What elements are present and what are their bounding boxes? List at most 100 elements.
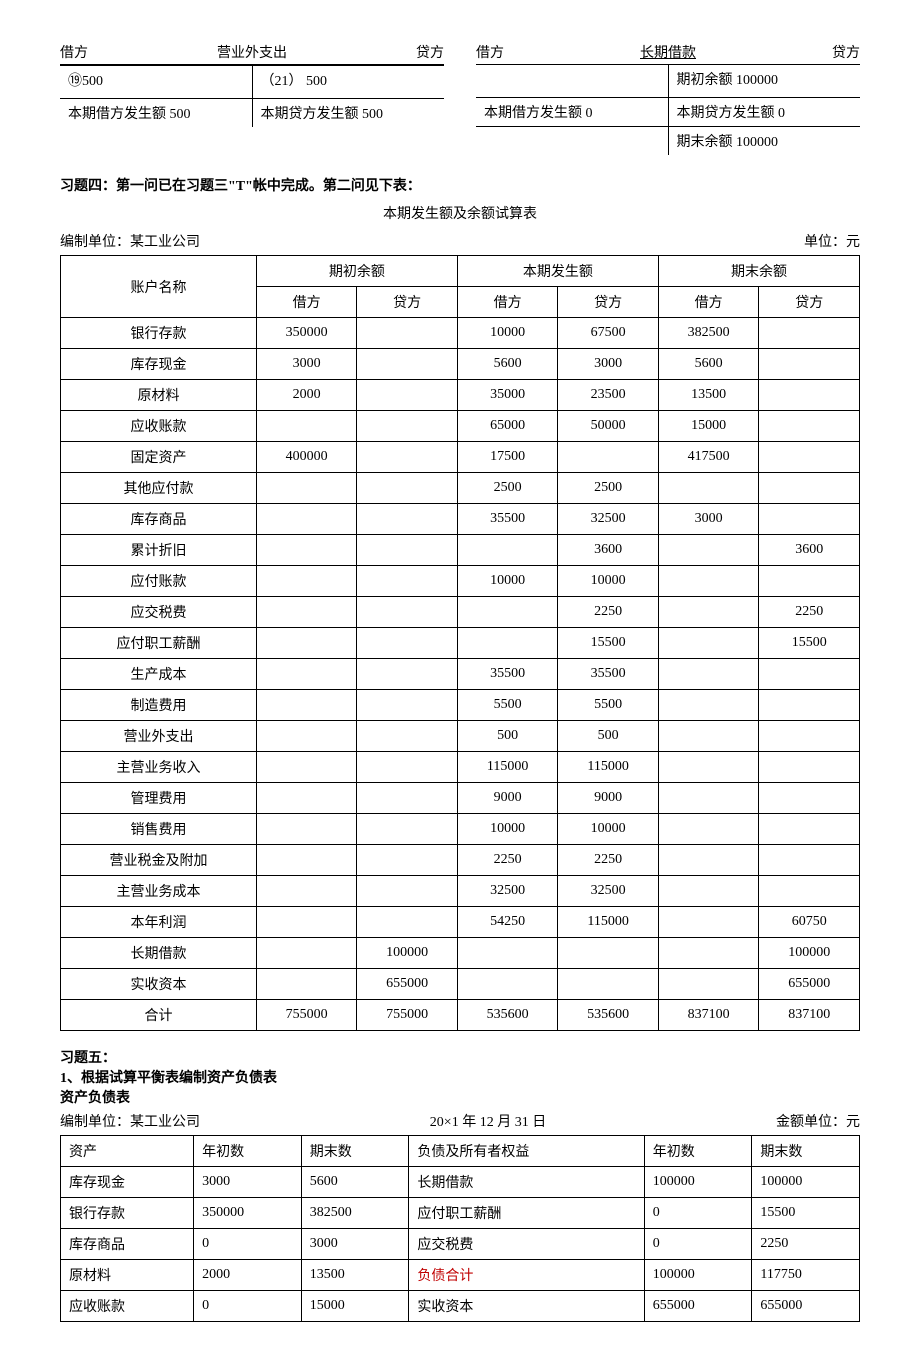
table-cell: [357, 442, 458, 473]
table-cell: [658, 566, 759, 597]
th-period-credit: 贷方: [558, 287, 659, 318]
table-cell: [759, 814, 860, 845]
table-cell: 5500: [558, 690, 659, 721]
table-cell: 主营业务收入: [61, 752, 257, 783]
t-account-left: 借方 营业外支出 贷方 ⑲500 （21） 500 本期借方发生额 500 本期…: [60, 40, 444, 155]
t-right-row2-right: 本期贷方发生额 0: [669, 98, 861, 126]
table-cell: [256, 597, 357, 628]
table-cell: [658, 876, 759, 907]
table-cell: [658, 597, 759, 628]
table-cell: [457, 628, 558, 659]
table-cell: 535600: [558, 1000, 659, 1031]
table-cell: [658, 659, 759, 690]
bs-th-asset: 资产: [61, 1136, 194, 1167]
table-cell: 0: [644, 1229, 752, 1260]
table-cell: 65000: [457, 411, 558, 442]
table-cell: 0: [644, 1198, 752, 1229]
table-cell: 3600: [759, 535, 860, 566]
table-cell: 3000: [658, 504, 759, 535]
table-row: 主营业务成本3250032500: [61, 876, 860, 907]
table-cell: 制造费用: [61, 690, 257, 721]
table-cell: 库存商品: [61, 504, 257, 535]
table-cell: 35000: [457, 380, 558, 411]
table-row: 原材料200013500负债合计100000117750: [61, 1260, 860, 1291]
table-cell: [357, 814, 458, 845]
table-cell: 银行存款: [61, 1198, 194, 1229]
exercise5-unit: 金额单位：元: [776, 1111, 860, 1131]
table-cell: [658, 845, 759, 876]
table-cell: 0: [194, 1291, 302, 1322]
table-cell: 9000: [558, 783, 659, 814]
table-cell: 35500: [558, 659, 659, 690]
th-begin: 期初余额: [256, 256, 457, 287]
table-cell: 2250: [558, 845, 659, 876]
th-end: 期末余额: [658, 256, 859, 287]
table-cell: [457, 535, 558, 566]
table-cell: 3000: [256, 349, 357, 380]
table-cell: 本年利润: [61, 907, 257, 938]
table-row: 银行存款3500001000067500382500: [61, 318, 860, 349]
table-cell: [759, 380, 860, 411]
table-cell: 营业税金及附加: [61, 845, 257, 876]
table-cell: 115000: [558, 752, 659, 783]
table-cell: 100000: [759, 938, 860, 969]
table-cell: 54250: [457, 907, 558, 938]
bs-th-liab: 负债及所有者权益: [409, 1136, 644, 1167]
table-cell: 10000: [457, 318, 558, 349]
table-cell: 100000: [357, 938, 458, 969]
table-cell: 15500: [558, 628, 659, 659]
table-cell: 银行存款: [61, 318, 257, 349]
t-left-entry-credit: （21） 500: [253, 66, 445, 98]
table-cell: 755000: [256, 1000, 357, 1031]
table-cell: 535600: [457, 1000, 558, 1031]
table-row: 销售费用1000010000: [61, 814, 860, 845]
table-cell: [256, 566, 357, 597]
table-cell: 9000: [457, 783, 558, 814]
table-cell: [457, 938, 558, 969]
table-cell: [357, 845, 458, 876]
table-row: 银行存款350000382500应付职工薪酬015500: [61, 1198, 860, 1229]
t-left-credit-label: 贷方: [316, 42, 444, 62]
table-cell: [658, 535, 759, 566]
t-right-debit-label: 借方: [476, 42, 604, 62]
th-begin-debit: 借方: [256, 287, 357, 318]
table-cell: 原材料: [61, 380, 257, 411]
table-cell: [558, 969, 659, 1000]
table-row: 库存商品35500325003000: [61, 504, 860, 535]
t-account-right: 借方 长期借款 贷方 期初余额 100000 本期借方发生额 0 本期贷方发生额…: [476, 40, 860, 155]
t-accounts-section: 借方 营业外支出 贷方 ⑲500 （21） 500 本期借方发生额 500 本期…: [60, 40, 860, 155]
table-cell: [357, 659, 458, 690]
table-cell: 350000: [194, 1198, 302, 1229]
t-right-row3-left: [476, 127, 669, 155]
table-cell: 100000: [644, 1167, 752, 1198]
table-cell: 2250: [752, 1229, 860, 1260]
table-cell: [256, 473, 357, 504]
table-row: 其他应付款25002500: [61, 473, 860, 504]
table-cell: [256, 845, 357, 876]
table-cell: [759, 566, 860, 597]
table-cell: 100000: [752, 1167, 860, 1198]
table-cell: 15500: [759, 628, 860, 659]
table-cell: [357, 597, 458, 628]
exercise5-date: 20×1 年 12 月 31 日: [430, 1111, 546, 1131]
table-row: 主营业务收入 115000115000: [61, 752, 860, 783]
table-row: 库存商品03000应交税费02250: [61, 1229, 860, 1260]
table-cell: 10000: [457, 566, 558, 597]
exercise4-unit: 单位：元: [804, 231, 860, 251]
table-cell: 其他应付款: [61, 473, 257, 504]
table-cell: [457, 969, 558, 1000]
table-cell: 累计折旧: [61, 535, 257, 566]
table-cell: 655000: [752, 1291, 860, 1322]
table-row: 应交税费22502250: [61, 597, 860, 628]
table-cell: 15000: [301, 1291, 409, 1322]
table-cell: [256, 814, 357, 845]
table-cell: 2500: [558, 473, 659, 504]
table-cell: [357, 349, 458, 380]
trial-balance-table: 账户名称 期初余额 本期发生额 期末余额 借方 贷方 借方 贷方 借方 贷方 银…: [60, 255, 860, 1031]
table-cell: 15000: [658, 411, 759, 442]
table-cell: 10000: [457, 814, 558, 845]
table-cell: 13500: [658, 380, 759, 411]
table-cell: [256, 752, 357, 783]
table-cell: 10000: [558, 814, 659, 845]
table-cell: 115000: [457, 752, 558, 783]
